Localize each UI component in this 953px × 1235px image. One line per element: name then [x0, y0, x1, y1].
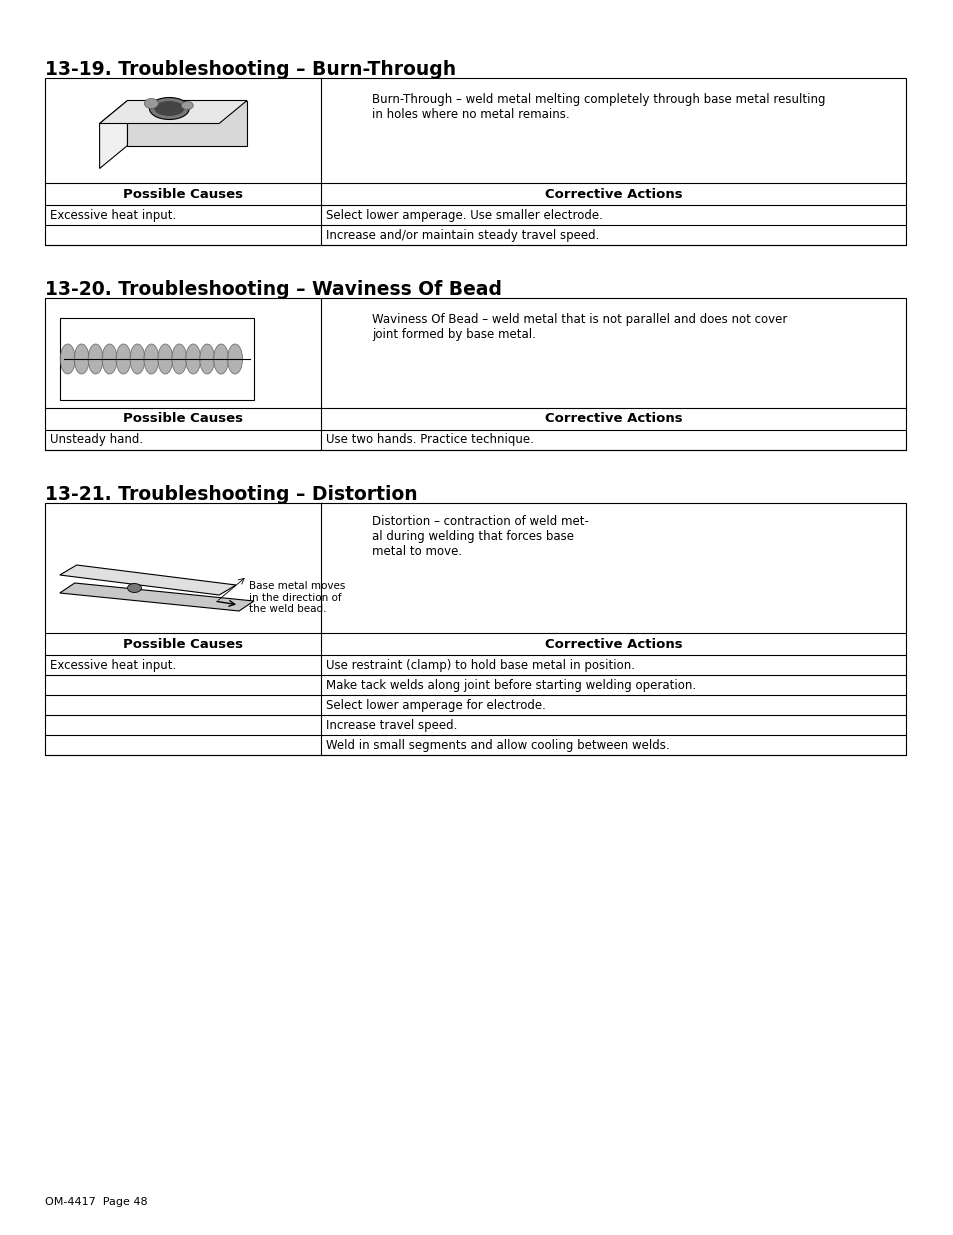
- Text: 13-20. Troubleshooting – Waviness Of Bead: 13-20. Troubleshooting – Waviness Of Bea…: [45, 280, 501, 299]
- Text: OM-4417  Page 48: OM-4417 Page 48: [45, 1197, 148, 1207]
- Polygon shape: [99, 100, 128, 168]
- Text: Base metal moves
in the direction of
the weld bead.: Base metal moves in the direction of the…: [249, 580, 345, 614]
- Ellipse shape: [128, 583, 141, 593]
- Text: Burn-Through – weld metal melting completely through base metal resulting
in hol: Burn-Through – weld metal melting comple…: [372, 93, 825, 121]
- Polygon shape: [99, 100, 247, 124]
- Ellipse shape: [102, 345, 117, 374]
- Text: Corrective Actions: Corrective Actions: [544, 637, 681, 651]
- Text: Select lower amperage. Use smaller electrode.: Select lower amperage. Use smaller elect…: [325, 209, 601, 221]
- Text: Select lower amperage for electrode.: Select lower amperage for electrode.: [325, 699, 545, 711]
- Text: Corrective Actions: Corrective Actions: [544, 188, 681, 200]
- Text: Distortion – contraction of weld met-
al during welding that forces base
metal t: Distortion – contraction of weld met- al…: [372, 515, 589, 558]
- Ellipse shape: [60, 345, 75, 374]
- Bar: [60, 317, 253, 400]
- Text: Use two hands. Practice technique.: Use two hands. Practice technique.: [325, 433, 533, 447]
- Ellipse shape: [213, 345, 229, 374]
- Text: 13-19. Troubleshooting – Burn-Through: 13-19. Troubleshooting – Burn-Through: [45, 61, 456, 79]
- Text: Weld in small segments and allow cooling between welds.: Weld in small segments and allow cooling…: [325, 739, 668, 752]
- Text: Possible Causes: Possible Causes: [123, 637, 242, 651]
- Ellipse shape: [88, 345, 103, 374]
- Polygon shape: [60, 564, 235, 595]
- Text: Corrective Actions: Corrective Actions: [544, 412, 681, 426]
- Text: Unsteady hand.: Unsteady hand.: [50, 433, 143, 447]
- Text: Increase travel speed.: Increase travel speed.: [325, 719, 456, 731]
- Text: 13-21. Troubleshooting – Distortion: 13-21. Troubleshooting – Distortion: [45, 485, 417, 504]
- Ellipse shape: [157, 345, 172, 374]
- Text: Increase and/or maintain steady travel speed.: Increase and/or maintain steady travel s…: [325, 228, 598, 242]
- Ellipse shape: [144, 99, 158, 109]
- Text: Excessive heat input.: Excessive heat input.: [50, 658, 176, 672]
- Ellipse shape: [186, 345, 200, 374]
- Ellipse shape: [144, 345, 159, 374]
- Ellipse shape: [154, 101, 184, 116]
- Bar: [45, 503, 905, 755]
- Text: Excessive heat input.: Excessive heat input.: [50, 209, 176, 221]
- Text: Possible Causes: Possible Causes: [123, 188, 242, 200]
- Text: Possible Causes: Possible Causes: [123, 412, 242, 426]
- Polygon shape: [128, 100, 247, 146]
- Bar: [45, 78, 905, 245]
- Text: Make tack welds along joint before starting welding operation.: Make tack welds along joint before start…: [325, 678, 695, 692]
- Text: Waviness Of Bead – weld metal that is not parallel and does not cover
joint form: Waviness Of Bead – weld metal that is no…: [372, 312, 787, 341]
- Ellipse shape: [181, 101, 193, 110]
- Ellipse shape: [130, 345, 145, 374]
- Ellipse shape: [74, 345, 89, 374]
- Ellipse shape: [172, 345, 187, 374]
- Polygon shape: [60, 583, 253, 611]
- Ellipse shape: [228, 345, 242, 374]
- Ellipse shape: [150, 98, 189, 120]
- Ellipse shape: [199, 345, 214, 374]
- Text: Use restraint (clamp) to hold base metal in position.: Use restraint (clamp) to hold base metal…: [325, 658, 634, 672]
- Ellipse shape: [116, 345, 131, 374]
- Bar: [45, 298, 905, 450]
